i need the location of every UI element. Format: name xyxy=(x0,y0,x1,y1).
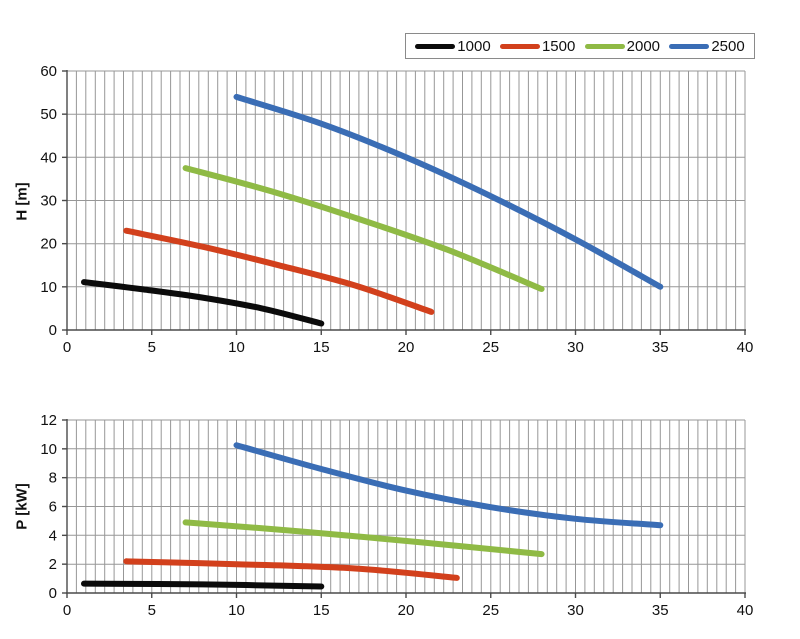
legend-item-2500: 2500 xyxy=(669,37,745,55)
legend-swatch-2000 xyxy=(584,43,625,49)
y-tick-label: 50 xyxy=(40,106,57,123)
y-tick-label: 60 xyxy=(40,63,57,80)
x-tick-label: 15 xyxy=(313,602,330,619)
legend-item-1000: 1000 xyxy=(415,37,491,55)
series-1500-line xyxy=(123,558,460,581)
legend-label-2500: 2500 xyxy=(711,37,745,55)
p-chart: 0 5 10 15 20 25 30 35 40 0 2 4 6 8 10 12 xyxy=(40,412,753,619)
h-axis-title: H [m] xyxy=(13,182,31,221)
x-tick-label: 30 xyxy=(567,602,584,619)
y-tick-label: 30 xyxy=(40,193,57,210)
y-tick-label: 12 xyxy=(40,412,57,429)
legend-item-1500: 1500 xyxy=(499,37,576,55)
x-tick-label: 10 xyxy=(228,339,245,356)
h-chart: 0 5 10 15 20 25 30 35 40 0 10 20 30 40 50 60 xyxy=(40,63,753,356)
y-tick-label: 20 xyxy=(40,236,57,253)
y-tick-label: 6 xyxy=(49,499,57,516)
legend-item-2000: 2000 xyxy=(584,37,661,55)
x-tick-label: 5 xyxy=(148,602,156,619)
x-tick-label: 25 xyxy=(482,339,499,356)
x-tick-label: 40 xyxy=(737,602,754,619)
series-2500-line xyxy=(233,93,664,290)
series-2000-line xyxy=(182,165,545,292)
series-1000-line xyxy=(81,279,325,327)
y-tick-label: 0 xyxy=(49,585,57,602)
x-tick-label: 5 xyxy=(148,339,156,356)
x-tick-label: 25 xyxy=(482,602,499,619)
y-tick-label: 0 xyxy=(49,322,57,339)
legend-swatch-1000 xyxy=(415,43,456,49)
gridlines xyxy=(67,70,746,330)
legend-swatch-2500 xyxy=(669,43,710,49)
y-tick-label: 10 xyxy=(40,441,57,458)
y-tick-label: 2 xyxy=(49,556,57,573)
x-tick-label: 20 xyxy=(398,339,415,356)
x-tick-label: 35 xyxy=(652,602,669,619)
y-tick-label: 8 xyxy=(49,470,57,487)
legend-label-1000: 1000 xyxy=(457,37,491,55)
gridlines xyxy=(67,419,746,593)
y-tick-label: 4 xyxy=(49,527,57,544)
legend-label-2000: 2000 xyxy=(626,37,661,55)
series-2000-line xyxy=(182,519,545,558)
x-tick-label: 20 xyxy=(398,602,415,619)
x-tick-label: 40 xyxy=(737,339,754,356)
y-tick-label: 40 xyxy=(40,149,57,166)
x-tick-label: 10 xyxy=(228,602,245,619)
p-axis-title: P [kW] xyxy=(13,483,31,530)
series-1000-line xyxy=(81,580,325,590)
x-tick-label: 0 xyxy=(63,339,71,356)
x-tick-label: 30 xyxy=(567,339,584,356)
x-tick-label: 35 xyxy=(652,339,669,356)
y-tick-label: 10 xyxy=(40,279,57,296)
x-tick-label: 0 xyxy=(63,602,71,619)
legend-label-1500: 1500 xyxy=(541,37,576,55)
series-1500-line xyxy=(123,227,435,315)
tick-labels: 0 5 10 15 20 25 30 35 40 0 10 20 30 40 50 60 xyxy=(40,63,753,356)
legend: 1000 1500 2000 2500 xyxy=(405,33,755,59)
x-tick-label: 15 xyxy=(313,339,330,356)
tick-labels: 0 5 10 15 20 25 30 35 40 0 2 4 6 8 10 12 xyxy=(40,412,753,619)
series-2500-line xyxy=(233,442,664,529)
legend-swatch-1500 xyxy=(499,43,540,49)
